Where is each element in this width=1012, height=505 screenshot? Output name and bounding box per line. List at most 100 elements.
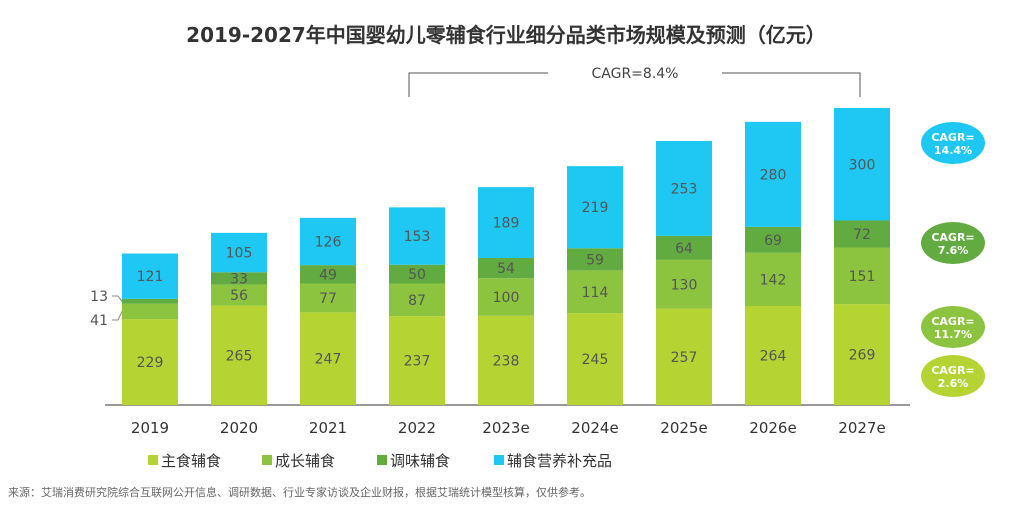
data-label: 114 <box>582 285 609 301</box>
bar-segment <box>656 308 712 405</box>
x-tick-label: 2025e <box>660 419 707 437</box>
data-label: 237 <box>404 354 431 370</box>
x-tick-label: 2024e <box>571 419 618 437</box>
data-label: 126 <box>315 235 342 251</box>
x-tick-label: 2026e <box>749 419 796 437</box>
cagr-badge <box>921 355 985 397</box>
data-label: 189 <box>493 216 520 232</box>
legend-label: 调味辅食 <box>390 452 450 470</box>
x-tick-label: 2019 <box>131 419 169 437</box>
data-label: 219 <box>582 200 609 216</box>
bar-segment <box>656 259 712 309</box>
data-label: 41 <box>90 313 108 329</box>
data-label: 33 <box>230 271 248 287</box>
data-label: 72 <box>853 227 871 243</box>
data-label: 121 <box>137 269 164 285</box>
bar-segment <box>122 298 178 304</box>
data-label: 130 <box>671 277 698 293</box>
data-label: 253 <box>671 181 698 197</box>
bar-segment <box>656 141 712 236</box>
data-label: 151 <box>849 269 876 285</box>
bar-segment <box>745 306 801 405</box>
cagr-badge-value: 11.7% <box>934 328 972 341</box>
cagr-badge-value: 14.4% <box>934 144 972 157</box>
data-label: 265 <box>226 348 253 364</box>
bar-segment <box>745 226 801 253</box>
cagr-badge-label: CAGR= <box>931 315 974 328</box>
cagr-badge <box>921 222 985 264</box>
x-tick-label: 2020 <box>220 419 258 437</box>
bar-segment <box>211 232 267 273</box>
data-label: 49 <box>319 267 337 283</box>
x-tick-label: 2023e <box>482 419 529 437</box>
bar-segment <box>300 265 356 284</box>
cagr-badge-label: CAGR= <box>931 131 974 144</box>
legend-label: 辅食营养补充品 <box>507 452 612 470</box>
data-label: 153 <box>404 229 431 245</box>
cagr-bracket-right <box>722 72 861 97</box>
bar-segment <box>211 272 267 285</box>
bar-segment <box>211 305 267 405</box>
bar-segment <box>211 284 267 306</box>
data-label: 238 <box>493 353 520 369</box>
bar-segment <box>300 283 356 313</box>
cagr-badge-label: CAGR= <box>931 231 974 244</box>
data-label: 269 <box>849 348 876 364</box>
data-label: 245 <box>582 352 609 368</box>
bar-segment <box>478 278 534 316</box>
bar-segment <box>745 252 801 306</box>
bar-segment <box>478 187 534 258</box>
chart-title: 2019-2027年中国婴幼儿零辅食行业细分品类市场规模及预测（亿元） <box>186 23 826 47</box>
data-label: 50 <box>408 267 426 283</box>
bar-segment <box>478 315 534 405</box>
legend-swatch <box>148 455 158 465</box>
bar-segment <box>567 270 623 314</box>
data-label: 300 <box>849 157 876 173</box>
x-tick-label: 2027e <box>838 419 885 437</box>
x-tick-label: 2021 <box>309 419 347 437</box>
bar-segment <box>834 220 890 248</box>
cagr-badge-value: 7.6% <box>938 244 969 257</box>
data-label: 257 <box>671 350 698 366</box>
overall-cagr-label: CAGR=8.4% <box>592 66 679 82</box>
leader-line <box>112 295 123 302</box>
bar-segment <box>567 313 623 405</box>
legend-swatch <box>262 455 272 465</box>
bar-segment <box>656 235 712 260</box>
bar-segment <box>300 312 356 405</box>
data-label: 13 <box>90 289 108 305</box>
stacked-bar-chart: 2019-2027年中国婴幼儿零辅食行业细分品类市场规模及预测（亿元） 229 4… <box>90 23 985 470</box>
bar-segment <box>834 304 890 405</box>
bar-segment <box>122 319 178 405</box>
bar-segment <box>834 247 890 305</box>
bar-segment <box>389 264 445 284</box>
cagr-badge-label: CAGR= <box>931 364 974 377</box>
data-label: 77 <box>319 291 337 307</box>
data-label: 59 <box>586 252 604 268</box>
source-note: 来源：艾瑞消费研究院综合互联网公开信息、调研数据、行业专家访谈及企业财报，根据艾… <box>8 486 591 499</box>
x-tick-label: 2022 <box>398 419 436 437</box>
data-label: 69 <box>764 233 782 249</box>
data-label: 87 <box>408 293 426 309</box>
bar-segment <box>567 166 623 249</box>
bar-segment <box>122 253 178 299</box>
bar-segment <box>389 316 445 405</box>
cagr-badge <box>921 306 985 348</box>
bar-segment <box>122 303 178 320</box>
data-label: 64 <box>675 241 693 257</box>
data-label: 56 <box>230 288 248 304</box>
bar-segment <box>300 217 356 266</box>
bar-segment <box>567 248 623 271</box>
cagr-badge <box>921 122 985 164</box>
legend-label: 成长辅食 <box>275 452 335 470</box>
data-label: 142 <box>760 272 787 288</box>
bar-segment <box>478 258 534 279</box>
data-label: 229 <box>137 355 164 371</box>
data-label: 100 <box>493 290 520 306</box>
cagr-badge-value: 2.6% <box>938 377 969 390</box>
bar-segment <box>745 121 801 227</box>
data-label: 105 <box>226 246 253 262</box>
data-label: 247 <box>315 352 342 368</box>
data-label: 280 <box>760 167 787 183</box>
